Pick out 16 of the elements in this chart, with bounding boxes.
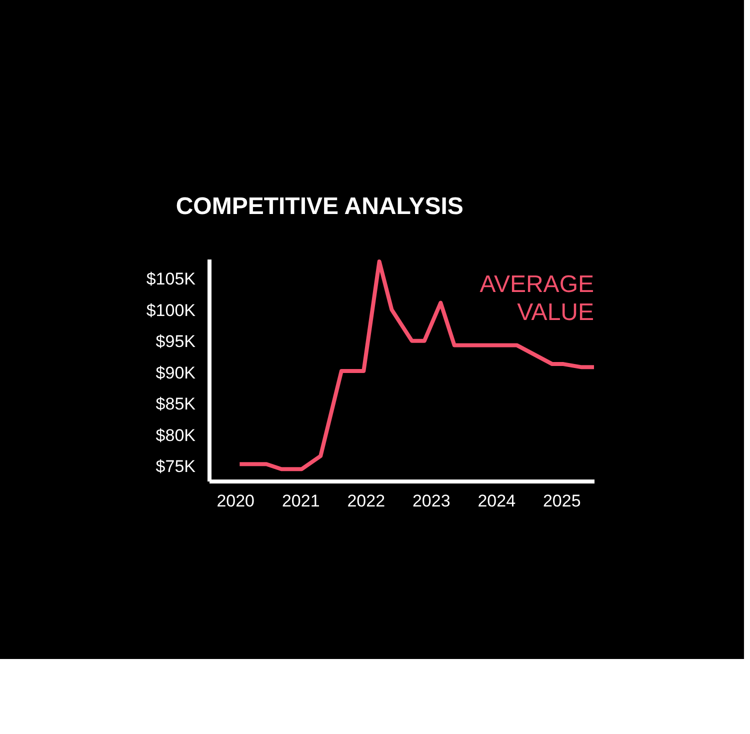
x-tick-label: 2020 xyxy=(216,492,255,510)
x-tick-label: 2021 xyxy=(282,492,320,510)
y-tick-label: $90K xyxy=(156,363,196,382)
x-tick-label: 2023 xyxy=(412,492,450,510)
x-tick-label: 2022 xyxy=(347,492,386,510)
series-label: AVERAGE VALUE xyxy=(480,271,594,326)
y-tick-label: $85K xyxy=(156,394,196,414)
y-tick-label: $80K xyxy=(156,426,196,445)
chart-title: COMPETITIVE ANALYSIS xyxy=(176,193,464,220)
x-tick-label: 2025 xyxy=(542,492,581,510)
y-tick-label: $75K xyxy=(156,457,196,476)
x-tick-label: 2024 xyxy=(478,492,516,510)
y-tick-label: $105K xyxy=(146,270,196,289)
y-tick-label: $100K xyxy=(146,300,196,320)
line-series xyxy=(238,260,594,472)
y-tick-label: $95K xyxy=(156,332,196,352)
